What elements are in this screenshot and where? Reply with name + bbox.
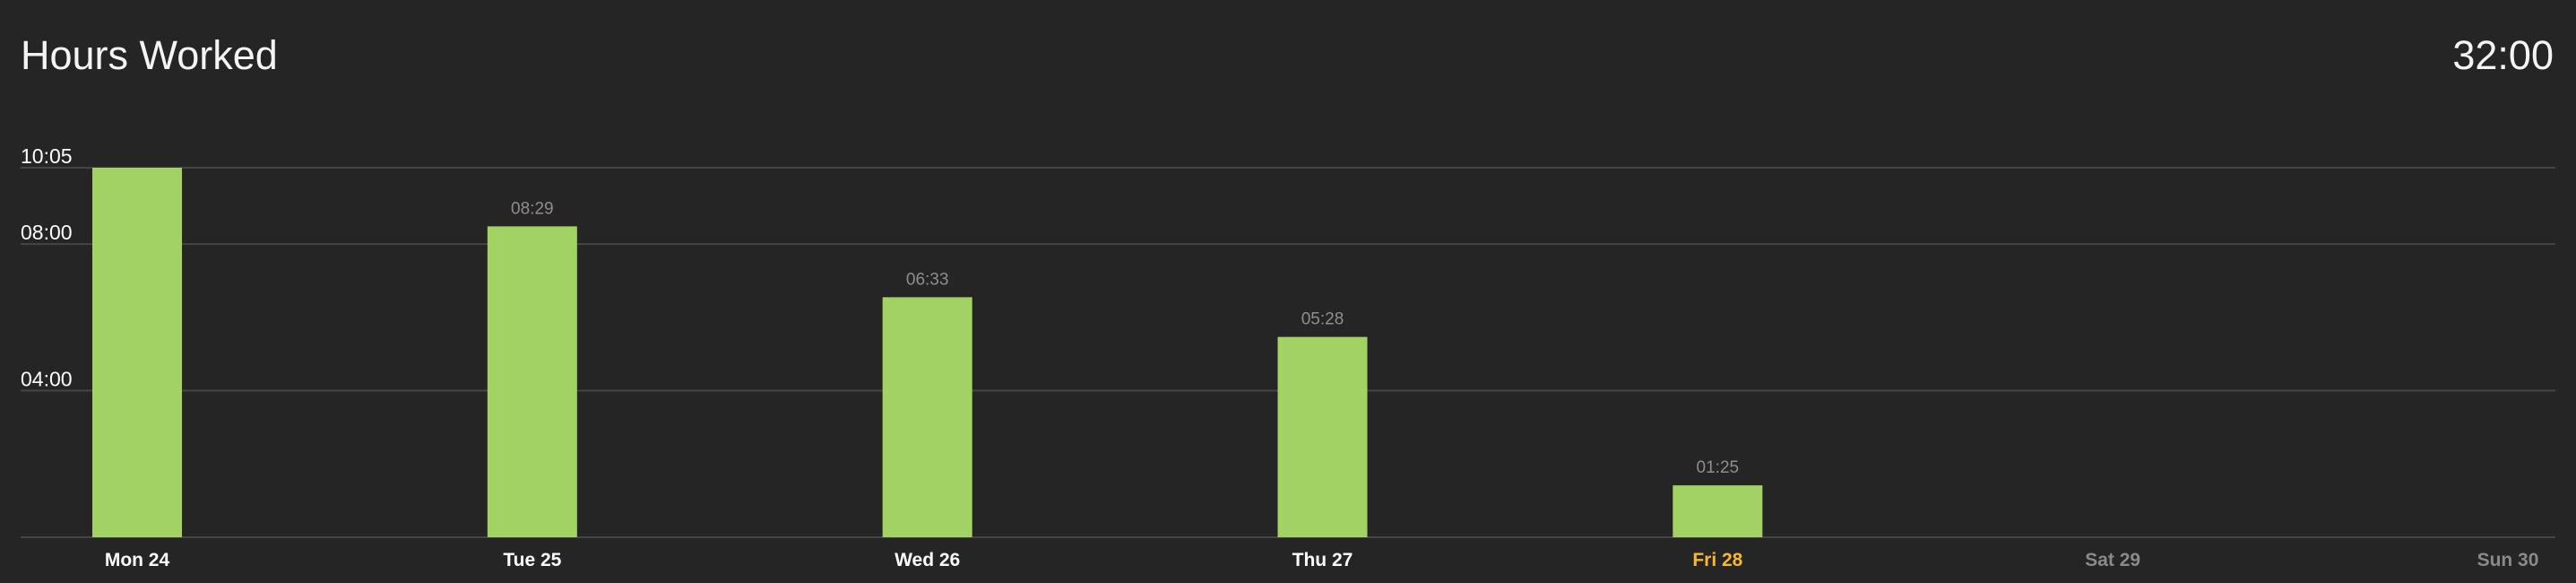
total-hours: 32:00 bbox=[2452, 32, 2554, 78]
x-tick-label: Mon 24 bbox=[105, 550, 170, 570]
bar-wed-26 bbox=[882, 297, 972, 537]
bar-mon-24 bbox=[92, 168, 182, 537]
x-tick-label: Sat 29 bbox=[2085, 550, 2140, 570]
y-tick-label: 08:00 bbox=[21, 221, 73, 244]
bar-value-label: 01:25 bbox=[1697, 458, 1740, 477]
y-tick-label: 10:05 bbox=[21, 144, 73, 168]
x-tick-label: Tue 25 bbox=[503, 550, 561, 570]
x-tick-label: Wed 26 bbox=[895, 550, 960, 570]
bar-value-label: 06:33 bbox=[906, 270, 949, 289]
bar-value-label: 08:29 bbox=[511, 199, 554, 218]
chart-title: Hours Worked bbox=[21, 32, 278, 78]
x-tick-label: Thu 27 bbox=[1292, 550, 1353, 570]
y-tick-label: 04:00 bbox=[21, 368, 73, 391]
x-tick-label: Fri 28 bbox=[1692, 550, 1742, 570]
bar-thu-27 bbox=[1277, 336, 1368, 537]
bar-tue-25 bbox=[487, 226, 577, 537]
bar-fri-28 bbox=[1673, 485, 1763, 537]
x-tick-label: Sun 30 bbox=[2477, 550, 2539, 570]
bar-value-label: 05:28 bbox=[1301, 310, 1344, 329]
